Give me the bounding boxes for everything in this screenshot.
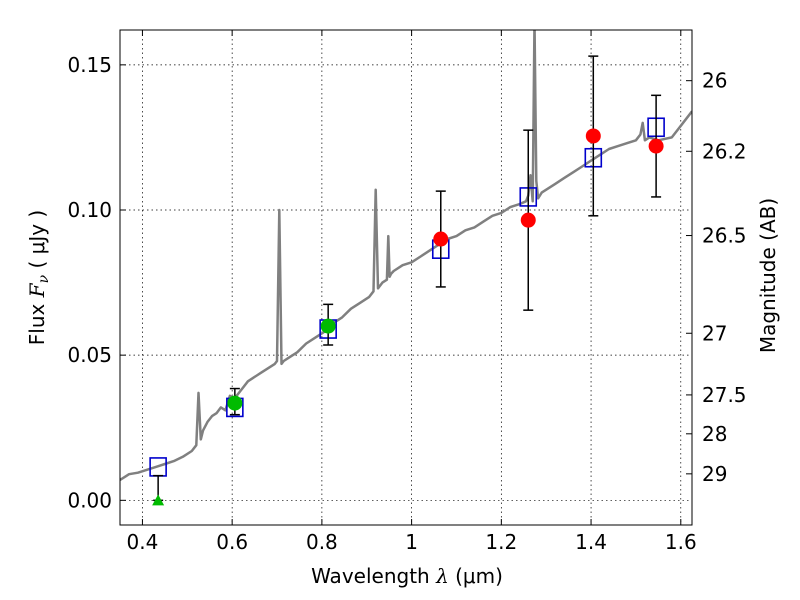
observed-green-point: [227, 395, 243, 411]
grid: [120, 30, 692, 525]
observed-red-point: [433, 231, 449, 247]
y-tick-label: 0.15: [67, 53, 112, 77]
y-tick-label: 0.00: [67, 488, 112, 512]
y-tick-label: 0.10: [67, 198, 112, 222]
y2-axis-label: Magnitude (AB): [756, 198, 780, 353]
observed-red-point: [648, 138, 664, 154]
x-tick-label: 1.4: [575, 530, 607, 554]
y2-tick-label: 26: [702, 69, 727, 93]
plot-frame: [119, 29, 693, 526]
y2-tick-label: 27.5: [702, 383, 747, 407]
x-tick-label: 0.6: [216, 530, 248, 554]
x-tick-label: 0.8: [306, 530, 338, 554]
upper-limit-point: [152, 494, 165, 506]
y-axis-label: Flux Fν ( μJy ): [25, 210, 52, 345]
observed-green-point: [320, 318, 336, 334]
axes-ticks: 0.4 0.6 0.8 1 1.2 1.4 1.6 0.00 0.05 0.10 0.15 26 26.…: [67, 30, 747, 554]
y-tick-label: 0.05: [67, 343, 112, 367]
y2-tick-label: 26.2: [702, 139, 747, 163]
x-tick-label: 1.2: [485, 530, 517, 554]
y2-tick-label: 27: [702, 321, 727, 345]
x-tick-label: 1.6: [665, 530, 697, 554]
sed-model-spectrum-line: [120, 30, 692, 482]
observed-red-point: [585, 128, 601, 144]
y2-tick-label: 29: [702, 462, 727, 486]
plot-clip-group: [120, 30, 692, 506]
x-tick-label: 1: [405, 530, 418, 554]
x-tick-label: 0.4: [127, 530, 159, 554]
observed-red-point: [520, 212, 536, 228]
x-axis-label: Wavelength λ (μm): [311, 564, 503, 588]
y2-tick-label: 26.5: [702, 224, 747, 248]
plot-area: [120, 30, 692, 506]
y2-tick-label: 28: [702, 422, 727, 446]
